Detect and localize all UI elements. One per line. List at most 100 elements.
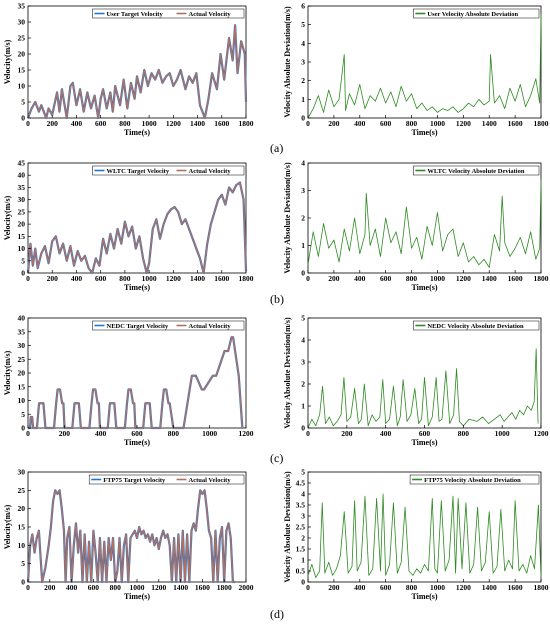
y-tick-label: 25 bbox=[18, 207, 26, 216]
y-tick-label: 15 bbox=[18, 232, 26, 241]
y-tick-label: 3 bbox=[301, 512, 305, 521]
x-tick-label: 0 bbox=[26, 119, 30, 128]
legend-box bbox=[413, 320, 540, 331]
y-tick-label: 35 bbox=[18, 327, 26, 336]
y-tick-label: 4.5 bbox=[296, 479, 306, 488]
legend-label-2: Actual Velocity bbox=[189, 323, 232, 330]
chart-c-right: 0 200 400 600 800 1000 1200 0 1 2 3 4 5 Time(s) Veloci… bbox=[283, 314, 549, 448]
x-tick-label: 600 bbox=[131, 429, 143, 438]
legend-box bbox=[413, 8, 540, 19]
y-tick-label: 15 bbox=[18, 66, 26, 75]
y-tick-label: 4 bbox=[301, 490, 305, 499]
x-tick-label: 1000 bbox=[430, 583, 445, 592]
x-tick-label: 1200 bbox=[456, 583, 471, 592]
x-tick-label: 1600 bbox=[508, 274, 523, 283]
x-tick-label: 800 bbox=[406, 119, 418, 128]
x-tick-label: 1200 bbox=[166, 119, 181, 128]
x-tick-label: 600 bbox=[380, 583, 392, 592]
y-tick-label: 2 bbox=[301, 214, 305, 223]
y-tick-label: 45 bbox=[18, 159, 26, 168]
x-tick-label: 200 bbox=[47, 274, 59, 283]
plot-area bbox=[307, 317, 542, 429]
legend-label-2: Actual Velocity bbox=[189, 11, 232, 18]
x-tick-label: 400 bbox=[354, 274, 366, 283]
x-tick-label: 800 bbox=[168, 429, 180, 438]
y-tick-label: 20 bbox=[18, 220, 26, 229]
series-line-2 bbox=[27, 489, 236, 583]
legend: WLTC Velocity Absolute Deviation bbox=[413, 165, 540, 176]
y-tick-label: 35 bbox=[18, 183, 26, 192]
x-tick-label: 0 bbox=[306, 583, 310, 592]
y-tick-label: 4 bbox=[301, 159, 305, 168]
x-tick-label: 400 bbox=[71, 274, 83, 283]
x-tick-label: 600 bbox=[95, 274, 107, 283]
legend-label-1: NEDC Velocity Absolute Deviation bbox=[427, 323, 524, 330]
y-tick-label: 30 bbox=[18, 195, 26, 204]
legend: FTP75 Velocity Absolute Deviation bbox=[409, 474, 540, 485]
x-tick-label: 200 bbox=[44, 583, 56, 592]
y-tick-label: 10 bbox=[18, 541, 26, 550]
legend-label-2: Actual Velocity bbox=[189, 477, 232, 484]
y-tick-label: 5 bbox=[301, 314, 305, 323]
y-tick-label: 2 bbox=[301, 76, 305, 85]
x-tick-label: 800 bbox=[406, 274, 418, 283]
legend-box bbox=[92, 320, 245, 331]
x-tick-label: 1800 bbox=[534, 583, 549, 592]
y-tick-label: 3 bbox=[301, 358, 305, 367]
x-tick-label: 400 bbox=[66, 583, 78, 592]
y-tick-label: 1.5 bbox=[296, 545, 306, 554]
y-axis-label: Velocity(m/s) bbox=[3, 195, 12, 240]
x-tick-label: 1400 bbox=[482, 119, 497, 128]
series-line-2 bbox=[27, 181, 247, 274]
x-tick-label: 1200 bbox=[456, 274, 471, 283]
x-tick-label: 0 bbox=[306, 274, 310, 283]
x-tick-label: 1800 bbox=[239, 119, 254, 128]
y-axis-label: Velocity Absolute Deviation(m/s) bbox=[283, 471, 292, 583]
y-axis-label: Velocity Absolute Deviation(m/s) bbox=[283, 162, 292, 274]
y-tick-label: 4 bbox=[301, 336, 305, 345]
y-tick-label: 0 bbox=[301, 424, 305, 433]
legend-label-1: User Velocity Absolute Deviation bbox=[427, 11, 518, 18]
legend: WLTC Target Velocity Actual Velocity bbox=[92, 165, 245, 176]
y-tick-label: 1 bbox=[301, 402, 305, 411]
series-line-1 bbox=[307, 179, 542, 268]
chart-d-left: 0 200 400 600 800 1000 1200 1400 1600 1800 2000 0 5 1… bbox=[3, 468, 254, 602]
x-tick-label: 600 bbox=[88, 583, 100, 592]
x-axis-label: Time(s) bbox=[411, 128, 437, 137]
y-axis-label: Velocity Absolute Deviation(m/s) bbox=[283, 317, 292, 429]
x-tick-label: 0 bbox=[306, 429, 310, 438]
x-tick-label: 200 bbox=[59, 429, 71, 438]
y-tick-label: 30 bbox=[18, 18, 26, 27]
x-axis-label: Time(s) bbox=[411, 438, 437, 447]
x-tick-label: 400 bbox=[95, 429, 107, 438]
panel-letter-d: (d) bbox=[270, 607, 284, 621]
x-tick-label: 1000 bbox=[142, 119, 157, 128]
y-tick-label: 4 bbox=[301, 39, 305, 48]
y-tick-label: 15 bbox=[18, 382, 26, 391]
x-tick-label: 400 bbox=[71, 119, 83, 128]
y-tick-label: 0 bbox=[21, 269, 25, 278]
y-tick-label: 25 bbox=[18, 34, 26, 43]
panel-letter-a: (a) bbox=[270, 141, 283, 155]
y-axis-label: Velocity(m/s) bbox=[3, 350, 12, 395]
series-line-2 bbox=[28, 336, 244, 429]
x-tick-label: 800 bbox=[458, 429, 470, 438]
panel-letter-b: (b) bbox=[270, 292, 284, 306]
y-tick-label: 0.5 bbox=[296, 567, 306, 576]
y-tick-label: 3 bbox=[301, 186, 305, 195]
plot-area bbox=[307, 162, 542, 274]
y-tick-label: 40 bbox=[18, 171, 26, 180]
legend: User Velocity Absolute Deviation bbox=[413, 8, 540, 19]
legend-label-1: WLTC Target Velocity bbox=[107, 168, 170, 175]
x-tick-label: 1000 bbox=[202, 429, 217, 438]
x-tick-label: 800 bbox=[119, 119, 131, 128]
y-tick-label: 0 bbox=[21, 424, 25, 433]
x-tick-label: 600 bbox=[95, 119, 107, 128]
y-axis-label: Velocity(m/s) bbox=[3, 504, 12, 549]
y-tick-label: 5 bbox=[21, 410, 25, 419]
legend-box bbox=[92, 8, 245, 19]
y-tick-label: 0 bbox=[301, 114, 305, 123]
x-tick-label: 400 bbox=[354, 583, 366, 592]
x-tick-label: 800 bbox=[119, 274, 131, 283]
